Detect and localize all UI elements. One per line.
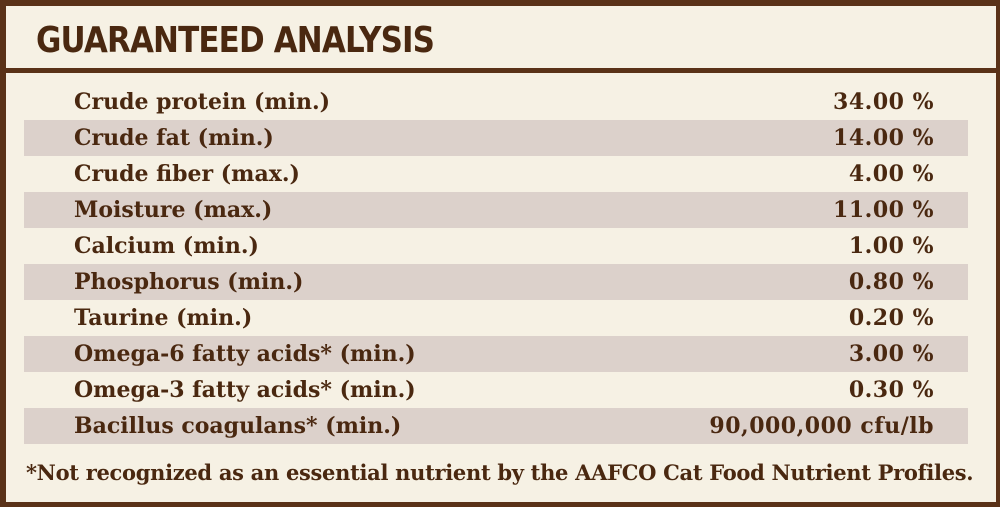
table-row: Omega-3 fatty acids* (min.) 0.30 % (24, 372, 968, 408)
table-row: Crude protein (min.) 34.00 % (24, 84, 968, 120)
nutrient-value: 14.00 % (833, 125, 934, 151)
nutrient-value: 3.00 % (848, 341, 934, 367)
nutrient-value: 0.30 % (848, 377, 934, 403)
nutrient-value: 0.20 % (848, 305, 934, 331)
table-row: Bacillus coagulans* (min.) 90,000,000 cf… (24, 408, 968, 444)
nutrient-label: Bacillus coagulans* (min.) (74, 413, 402, 439)
nutrient-label: Omega-6 fatty acids* (min.) (74, 341, 416, 367)
table-row: Moisture (max.) 11.00 % (24, 192, 968, 228)
analysis-table: Crude protein (min.) 34.00 % Crude fat (… (24, 84, 968, 444)
nutrient-label: Crude protein (min.) (74, 89, 331, 115)
title-divider (6, 68, 996, 73)
nutrient-label: Crude fat (min.) (74, 125, 274, 151)
nutrient-value: 11.00 % (833, 197, 934, 223)
nutrient-label: Taurine (min.) (74, 305, 253, 331)
nutrient-value: 4.00 % (848, 161, 934, 187)
table-row: Taurine (min.) 0.20 % (24, 300, 968, 336)
table-row: Omega-6 fatty acids* (min.) 3.00 % (24, 336, 968, 372)
nutrient-label: Moisture (max.) (74, 197, 273, 223)
nutrient-label: Omega-3 fatty acids* (min.) (74, 377, 416, 403)
nutrient-label: Crude fiber (max.) (74, 161, 300, 187)
nutrient-label: Calcium (min.) (74, 233, 259, 259)
nutrient-value: 34.00 % (833, 89, 934, 115)
table-row: Crude fiber (max.) 4.00 % (24, 156, 968, 192)
nutrient-value: 0.80 % (848, 269, 934, 295)
footnote: *Not recognized as an essential nutrient… (26, 460, 974, 485)
table-row: Calcium (min.) 1.00 % (24, 228, 968, 264)
nutrient-label: Phosphorus (min.) (74, 269, 304, 295)
nutrient-value: 1.00 % (848, 233, 934, 259)
panel-title: GUARANTEED ANALYSIS (36, 20, 435, 61)
table-row: Phosphorus (min.) 0.80 % (24, 264, 968, 300)
table-row: Crude fat (min.) 14.00 % (24, 120, 968, 156)
nutrient-value: 90,000,000 cfu/lb (709, 413, 934, 439)
